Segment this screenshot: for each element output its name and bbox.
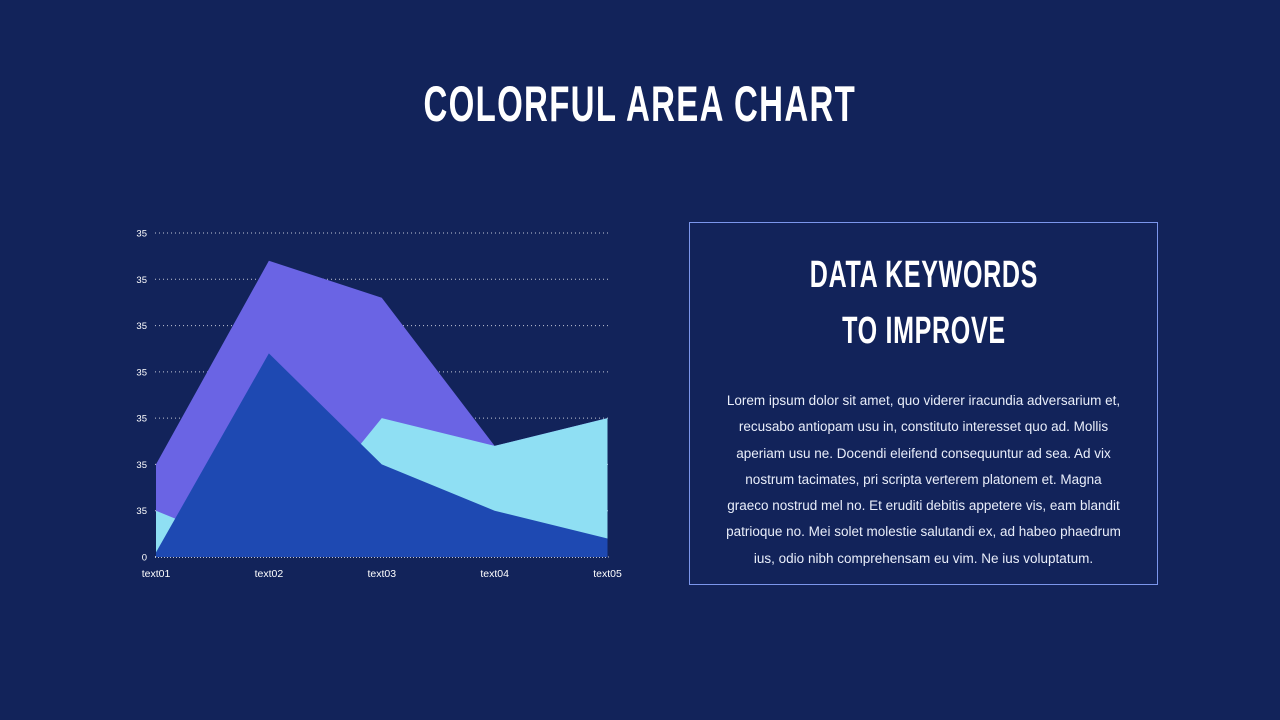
slide-title: COLORFUL AREA CHART	[0, 79, 1280, 129]
x-tick-label: text03	[367, 568, 396, 580]
y-tick-label: 0	[142, 553, 147, 564]
panel-heading-line1: DATA KEYWORDS	[809, 254, 1038, 296]
y-tick-label: 35	[136, 506, 147, 517]
panel-heading: DATA KEYWORDS TO IMPROVE	[690, 251, 1157, 363]
panel-body-line: aperiam usu ne. Docendi eleifend consequ…	[736, 445, 1111, 461]
x-tick-label: text05	[593, 568, 622, 580]
y-tick-label: 35	[136, 367, 147, 378]
panel-body-line: Lorem ipsum dolor sit amet, quo viderer …	[726, 393, 1121, 408]
panel-heading-line2: TO IMPROVE	[841, 310, 1006, 352]
panel-body-line: ius, odio nibh comprehensam eu vim. Ne i…	[753, 550, 1094, 566]
panel-body-line: nostrum tacimates, pri scripta verterem …	[745, 471, 1102, 487]
info-panel: DATA KEYWORDS TO IMPROVE Lorem ipsum dol…	[689, 222, 1158, 585]
slide-title-text: COLORFUL AREA CHART	[423, 76, 857, 132]
blue-area	[156, 353, 608, 557]
panel-body-line: patrioque no. Mei solet molestie salutan…	[726, 524, 1121, 540]
y-tick-label: 35	[136, 229, 147, 240]
y-tick-label: 35	[136, 460, 147, 471]
x-tick-label: text01	[142, 568, 171, 580]
panel-heading-row: TO IMPROVE	[690, 307, 1157, 363]
panel-heading-row: DATA KEYWORDS	[690, 251, 1157, 307]
x-tick-label: text02	[255, 568, 284, 580]
x-tick-label: text04	[480, 568, 509, 580]
y-tick-label: 35	[136, 275, 147, 286]
panel-body: Lorem ipsum dolor sit amet, quo viderer …	[690, 388, 1157, 572]
y-tick-label: 35	[136, 414, 147, 425]
panel-body-line: graeco nostrud mel no. Et eruditi debiti…	[727, 498, 1120, 514]
panel-body-line: recusabo antiopam usu in, constituto int…	[738, 419, 1109, 435]
y-tick-label: 35	[136, 321, 147, 332]
